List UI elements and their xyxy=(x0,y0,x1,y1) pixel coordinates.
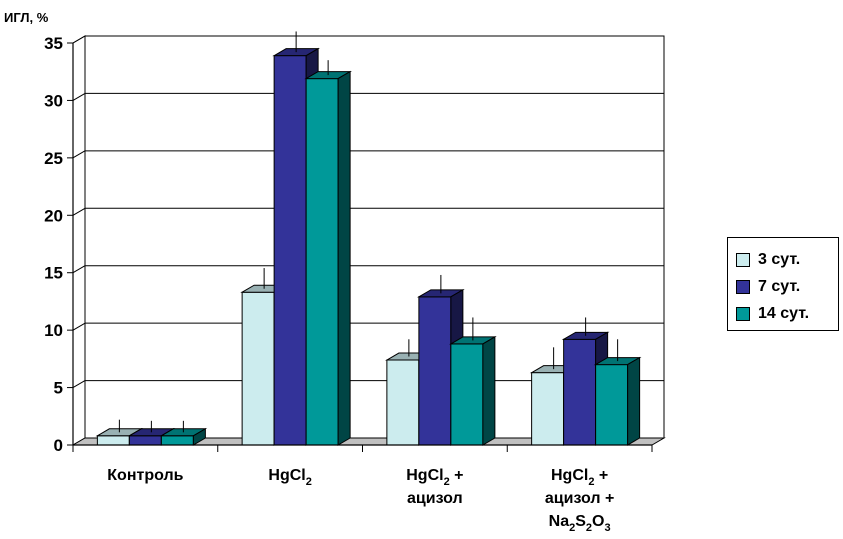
bar xyxy=(305,78,339,446)
bar xyxy=(418,296,452,446)
y-axis-label: ИГЛ, % xyxy=(4,10,49,25)
bar xyxy=(595,364,629,446)
y-tick-label: 35 xyxy=(44,34,63,53)
gridline-side xyxy=(72,380,86,389)
bars xyxy=(95,31,642,446)
gridline-side xyxy=(72,322,86,331)
legend-swatch-14-days xyxy=(736,306,750,321)
legend-swatch-7-days xyxy=(736,279,750,294)
legend-swatch-3-days xyxy=(736,252,750,267)
bar xyxy=(450,343,484,446)
y-tick-label: 25 xyxy=(44,149,63,168)
x-category-label: Контроль xyxy=(107,467,183,484)
bar xyxy=(563,338,597,446)
bar-side xyxy=(482,336,496,446)
y-tick-label: 0 xyxy=(54,436,63,455)
x-category-label: HgCl2 + ацизол xyxy=(406,467,463,507)
legend-item-14-days: 14 сут. xyxy=(736,300,838,327)
bar-side xyxy=(627,356,641,446)
gridline-side xyxy=(72,92,86,101)
plot-area xyxy=(71,35,666,446)
bar xyxy=(531,372,565,446)
y-tick-label: 20 xyxy=(44,206,63,225)
y-axis: 0 5 10 15 20 25 30 35 xyxy=(44,34,74,455)
bar xyxy=(386,359,420,446)
legend-item-3-days: 3 сут. xyxy=(736,246,838,273)
y-tick-label: 15 xyxy=(44,264,63,283)
bar xyxy=(96,435,130,446)
y-tick-label: 5 xyxy=(54,379,63,398)
bar xyxy=(128,435,162,446)
legend-label-3-days: 3 сут. xyxy=(758,250,801,268)
legend-label-7-days: 7 сут. xyxy=(758,277,801,295)
bar xyxy=(273,55,307,446)
gridline-side xyxy=(72,150,86,159)
gridline-side xyxy=(72,207,86,216)
legend: 3 сут. 7 сут. 14 сут. xyxy=(727,237,839,331)
gridline-side xyxy=(72,265,86,274)
legend-label-14-days: 14 сут. xyxy=(758,304,810,322)
y-tick-label: 30 xyxy=(44,91,63,110)
bar xyxy=(241,291,275,446)
x-category-label: HgCl2 + ацизол + Na2S2O3 xyxy=(545,467,614,534)
bar-side xyxy=(192,427,206,446)
bar xyxy=(160,435,194,446)
x-category-label: HgCl2 xyxy=(268,467,311,488)
legend-item-7-days: 7 сут. xyxy=(736,273,838,300)
y-tick-label: 10 xyxy=(44,321,63,340)
x-axis: Контроль HgCl2 HgCl2 + ацизол HgCl2 + ацизол … xyxy=(72,444,653,534)
bar-side xyxy=(337,70,351,446)
